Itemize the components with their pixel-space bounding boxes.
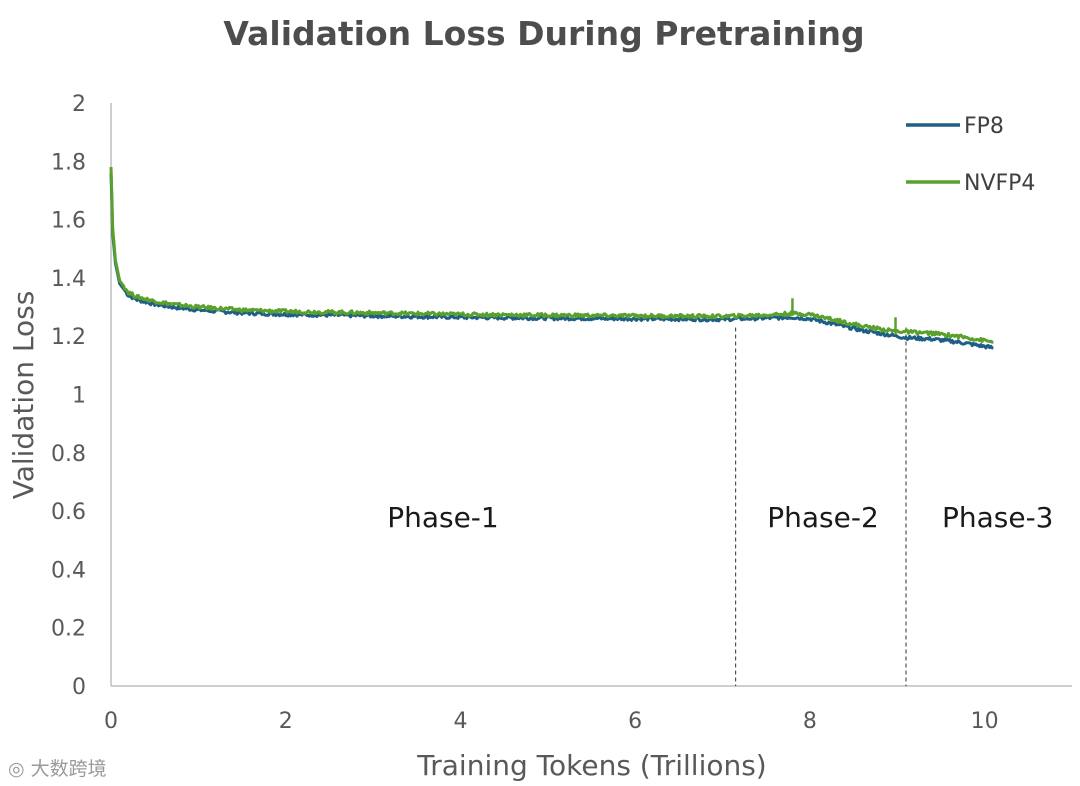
x-tick-label: 2 <box>279 709 293 734</box>
y-tick-label: 1.8 <box>51 150 86 175</box>
phase-label: Phase-3 <box>942 501 1054 534</box>
wechat-logo-icon: ◎ <box>8 758 25 780</box>
y-tick-label: 0.6 <box>51 500 86 525</box>
y-tick-label: 0.4 <box>51 558 86 583</box>
watermark: ◎ 大数跨境 <box>8 754 107 781</box>
y-tick-label: 1 <box>72 384 86 409</box>
phase-labels: Phase-1 Phase-2 Phase-3 <box>387 501 1053 534</box>
x-axis-label: Training Tokens (Trillions) <box>416 749 766 782</box>
x-tick-label: 0 <box>104 709 118 734</box>
y-axis-label: Validation Loss <box>7 291 40 500</box>
x-tick-label: 10 <box>971 709 999 734</box>
y-tick-label: 2 <box>72 92 86 117</box>
phase-dividers <box>735 327 907 686</box>
series-lines <box>109 167 994 350</box>
x-tick-label: 8 <box>803 709 817 734</box>
x-tick-label: 4 <box>453 709 467 734</box>
legend-fp8-label: FP8 <box>964 114 1004 139</box>
x-tick-label: 6 <box>628 709 642 734</box>
y-tick-labels: 0 0.2 0.4 0.6 0.8 1 1.2 1.4 1.6 1.8 2 <box>51 92 86 700</box>
x-tick-labels: 0 2 4 6 8 10 <box>104 709 999 734</box>
y-tick-label: 0 <box>72 675 86 700</box>
phase-label: Phase-1 <box>387 501 499 534</box>
y-tick-label: 1.4 <box>51 267 86 292</box>
y-tick-label: 1.2 <box>51 325 86 350</box>
y-tick-label: 0.2 <box>51 617 86 642</box>
y-tick-label: 1.6 <box>51 209 86 234</box>
phase-label: Phase-2 <box>767 501 879 534</box>
y-tick-label: 0.8 <box>51 442 86 467</box>
legend-nvfp4-label: NVFP4 <box>964 171 1035 196</box>
series-line-nvfp4 <box>109 167 994 344</box>
chart-title: Validation Loss During Pretraining <box>223 14 864 53</box>
legend: FP8 NVFP4 <box>906 114 1035 196</box>
series-line-fp8 <box>109 172 994 350</box>
watermark-text: 大数跨境 <box>30 758 107 780</box>
